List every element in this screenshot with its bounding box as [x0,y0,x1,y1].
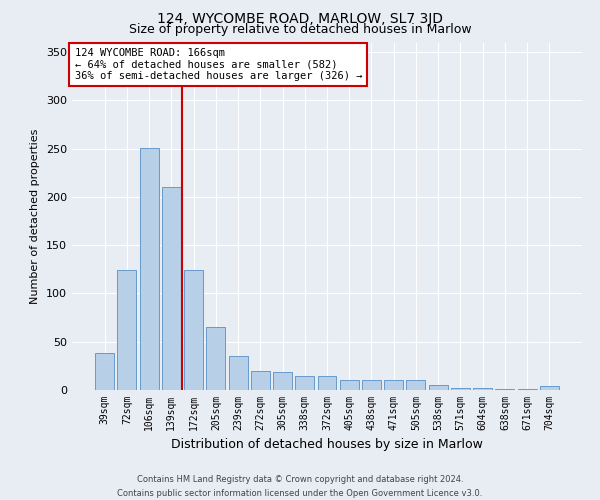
Bar [295,376,314,390]
Bar [362,380,381,390]
Bar [273,372,292,390]
Bar [229,356,248,390]
Bar [384,380,403,390]
Bar [406,380,425,390]
Bar [473,388,492,390]
Bar [518,389,536,390]
Bar [540,386,559,390]
Bar [184,270,203,390]
Bar [95,354,114,390]
Bar [251,370,270,390]
Bar [340,380,359,390]
Bar [451,388,470,390]
Bar [317,376,337,390]
Text: 124, WYCOMBE ROAD, MARLOW, SL7 3JD: 124, WYCOMBE ROAD, MARLOW, SL7 3JD [157,12,443,26]
Text: 124 WYCOMBE ROAD: 166sqm
← 64% of detached houses are smaller (582)
36% of semi-: 124 WYCOMBE ROAD: 166sqm ← 64% of detach… [74,48,362,81]
Bar [140,148,158,390]
Bar [162,188,181,390]
Bar [206,328,225,390]
Bar [429,385,448,390]
Y-axis label: Number of detached properties: Number of detached properties [31,128,40,304]
Bar [496,389,514,390]
Bar [118,270,136,390]
Text: Contains HM Land Registry data © Crown copyright and database right 2024.
Contai: Contains HM Land Registry data © Crown c… [118,476,482,498]
X-axis label: Distribution of detached houses by size in Marlow: Distribution of detached houses by size … [171,438,483,452]
Text: Size of property relative to detached houses in Marlow: Size of property relative to detached ho… [128,22,472,36]
